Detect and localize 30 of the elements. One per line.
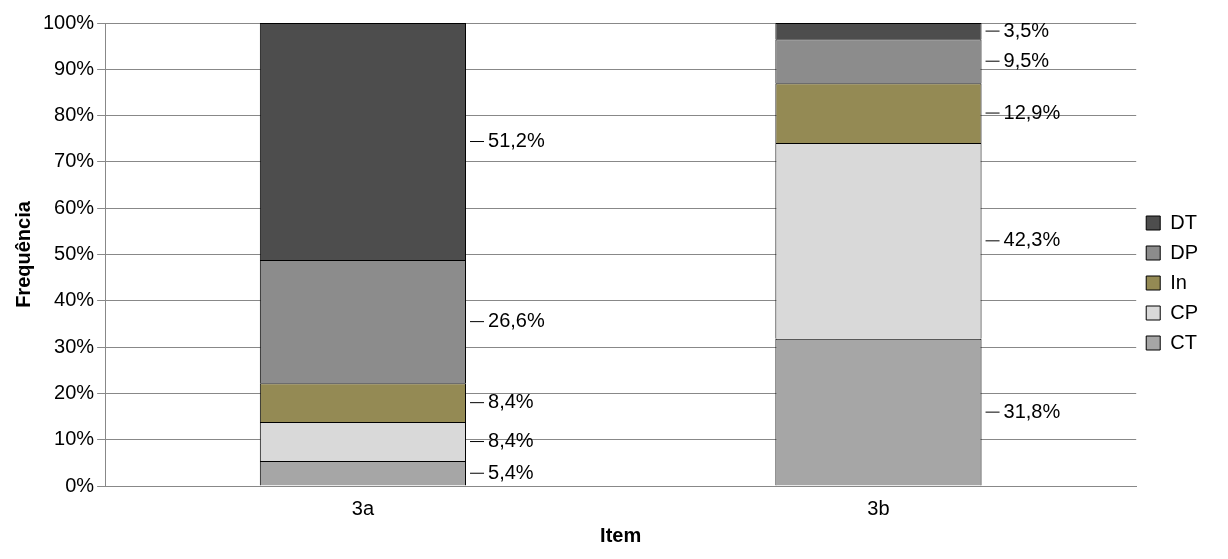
y-tick-label: 80% [54,103,95,126]
y-tick-label: 10% [54,427,95,450]
data-label: 8,4% [488,390,534,413]
legend-label: DT [1170,210,1197,233]
data-label: 31,8% [1003,399,1061,422]
legend-label: CT [1170,330,1197,353]
y-tick-label: 0% [65,473,95,496]
y-tick-label: 50% [54,242,95,265]
x-axis-title: Item [600,523,642,546]
legend-label: DP [1170,240,1199,263]
legend-label: In [1170,270,1187,293]
data-label: 51,2% [488,129,545,152]
x-tick-label: 3a [351,496,375,519]
data-label: 8,4% [488,429,534,452]
y-tick-label: 90% [54,56,95,79]
data-label: 9,5% [1003,48,1050,71]
data-label: 42,3% [1003,228,1061,251]
y-tick-label: 40% [54,288,95,311]
x-tick-label: 3b [867,496,890,519]
y-tick-label: 30% [54,334,95,357]
data-label: 3,5% [1003,18,1050,41]
y-axis-title: Frequência [11,200,34,308]
y-tick-label: 70% [54,149,95,172]
data-label: 5,4% [488,460,534,483]
legend-label: CP [1170,300,1199,323]
data-label: 12,9% [1003,100,1061,123]
y-tick-label: 60% [54,195,95,218]
data-label: 26,6% [488,309,545,332]
y-tick-label: 100% [43,10,95,33]
y-tick-label: 20% [54,380,95,403]
